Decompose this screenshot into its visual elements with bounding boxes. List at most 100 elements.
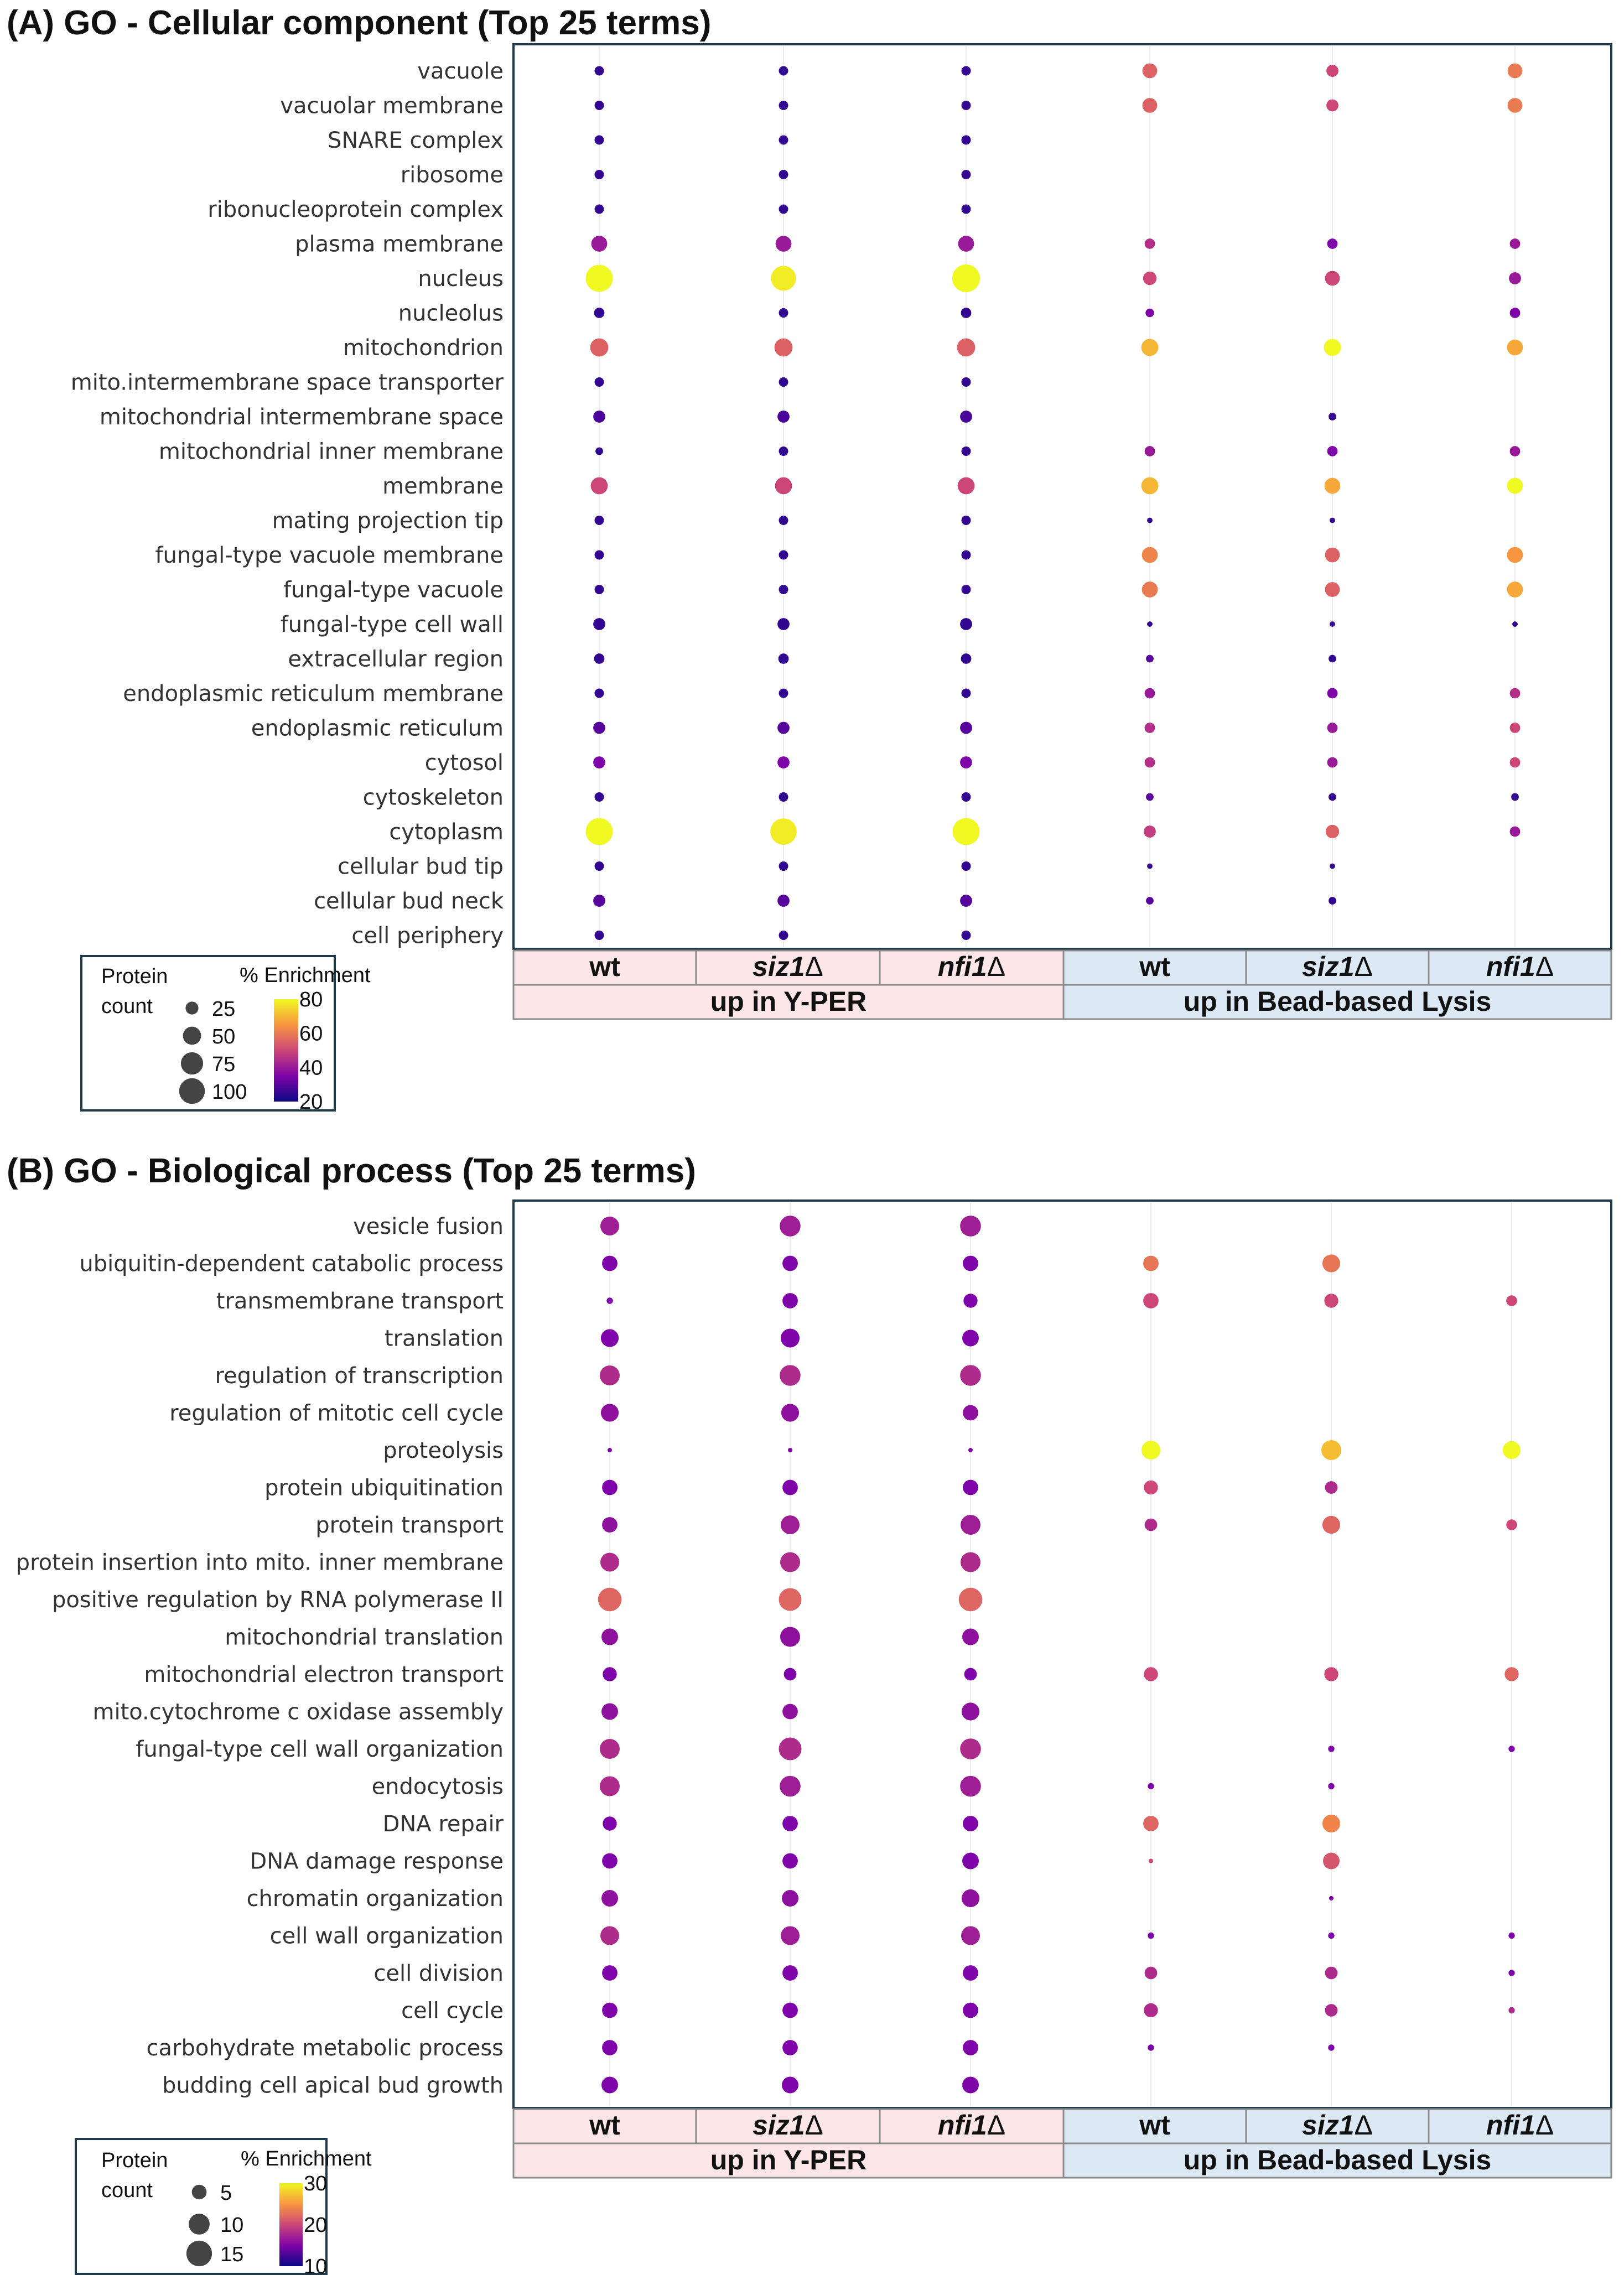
- panel-a-dot: [777, 618, 790, 630]
- panel-b-dot: [601, 1890, 618, 1907]
- panel-b-dot: [782, 1890, 798, 1907]
- panel-a-dot: [1326, 65, 1338, 77]
- panel-a-dot: [779, 204, 788, 214]
- panel-a-col-header-4: wt: [1139, 951, 1170, 982]
- panel-a-dot: [1509, 826, 1521, 837]
- panel-a-dot: [1507, 581, 1523, 598]
- panel-b-dot: [602, 2002, 618, 2018]
- panel-b-dot: [961, 1515, 980, 1535]
- panel-a-dot: [1146, 655, 1154, 663]
- panel-a-dot: [961, 308, 972, 318]
- panel-b-dot: [1506, 1295, 1517, 1306]
- panel-a-dot: [1144, 446, 1155, 456]
- panel-b-legend-colorbar: [279, 2183, 303, 2266]
- panel-a-dot: [779, 931, 788, 940]
- panel-a-dot: [590, 477, 608, 495]
- panel-b-dot: [603, 1816, 617, 1831]
- panel-b-dot: [782, 1479, 798, 1495]
- panel-a-term-label: mito.intermembrane space transporter: [71, 370, 504, 396]
- panel-b-legend-color-tick: 30: [304, 2172, 327, 2195]
- panel-b-dot: [1508, 1932, 1515, 1939]
- panel-a-term-label: plasma membrane: [295, 232, 504, 257]
- panel-b-dot: [962, 1628, 979, 1645]
- panel-a-dot: [1142, 547, 1158, 563]
- panel-b-legend-color-tick: 10: [304, 2255, 327, 2278]
- panel-b-dot: [1329, 1896, 1334, 1900]
- panel-b-term-label: fungal-type cell wall organization: [136, 1737, 504, 1762]
- panel-b-dot: [779, 1588, 802, 1611]
- panel-a-dot: [594, 66, 604, 76]
- panel-a-legend-size-label: 25: [212, 998, 235, 1021]
- panel-a-dot: [1509, 446, 1521, 456]
- panel-a-legend-color-tick: 20: [299, 1090, 323, 1114]
- panel-a-dot: [593, 618, 605, 630]
- panel-a-dot: [778, 653, 789, 664]
- panel-a-dot: [1511, 793, 1519, 801]
- panel-a-term-label: fungal-type vacuole membrane: [155, 543, 504, 568]
- panel-b-dot: [779, 1737, 802, 1761]
- panel-b-dot: [600, 1365, 620, 1385]
- panel-b-term-label: cell division: [373, 1961, 504, 1986]
- panel-a-dot: [960, 411, 972, 423]
- panel-a-dot: [593, 721, 605, 734]
- panel-a-legend-size-dot: [183, 1026, 201, 1045]
- panel-b-term-label: cell wall organization: [270, 1924, 504, 1949]
- panel-a-dot: [594, 550, 604, 560]
- panel-b-dot: [780, 1775, 801, 1797]
- panel-a-dot: [1330, 863, 1335, 869]
- panel-a-dot: [1329, 793, 1336, 801]
- panel-b-dot: [1144, 1966, 1158, 1980]
- panel-b-dot: [1504, 1667, 1519, 1681]
- panel-b-dot: [780, 1627, 800, 1647]
- panel-b-dot: [782, 1704, 798, 1720]
- panel-a-dot: [594, 585, 604, 594]
- panel-b-dot: [958, 1587, 983, 1612]
- panel-a-dot: [779, 792, 788, 802]
- panel-a-col-header-3: nfi1Δ: [938, 951, 1005, 982]
- panel-a-dot: [775, 477, 792, 495]
- panel-b-dot: [968, 1448, 973, 1452]
- panel-a-term-label: nucleus: [418, 266, 504, 292]
- panel-b-legend-size-dot: [189, 2214, 210, 2235]
- panel-a-dot: [961, 66, 971, 76]
- panel-a-dot: [1142, 98, 1158, 113]
- panel-a-legend-size-dot: [185, 1001, 199, 1015]
- panel-a-dot: [594, 931, 604, 940]
- panel-b-dot: [781, 1328, 800, 1348]
- panel-a-legend-size-title: count: [101, 995, 153, 1018]
- panel-b-dot: [782, 2076, 798, 2094]
- panel-b-dot: [1328, 2044, 1335, 2051]
- panel-b-dot: [963, 1294, 978, 1308]
- panel-a-dot: [957, 338, 976, 357]
- panel-b-title: (B) GO - Biological process (Top 25 term…: [7, 1152, 696, 1190]
- panel-a-dot: [1325, 271, 1340, 286]
- panel-b-legend-color-tick: 20: [304, 2214, 327, 2237]
- panel-b-term-label: carbohydrate metabolic process: [147, 2035, 504, 2061]
- panel-a-dot: [960, 721, 972, 734]
- panel-a-term-label: mating projection tip: [272, 508, 504, 534]
- panel-b-term-label: DNA repair: [383, 1811, 504, 1837]
- panel-b-dot: [962, 1330, 979, 1347]
- panel-b-dot: [782, 2002, 798, 2018]
- panel-b-dot: [606, 1297, 613, 1304]
- panel-a-dot: [594, 170, 604, 179]
- panel-b-term-label: protein transport: [315, 1513, 504, 1538]
- panel-a-term-label: extracellular region: [288, 647, 504, 672]
- panel-a-dot: [1146, 897, 1154, 905]
- panel-a-dot: [961, 204, 971, 214]
- panel-b-dot: [963, 2040, 978, 2055]
- panel-b-term-label: positive regulation by RNA polymerase II: [52, 1587, 504, 1613]
- panel-a-dot: [595, 447, 603, 455]
- panel-b-dot: [1506, 1519, 1517, 1530]
- panel-a-term-label: cellular bud neck: [314, 889, 504, 914]
- panel-b-legend-size-title: count: [101, 2179, 153, 2202]
- panel-a-col-header-2: siz1Δ: [753, 951, 823, 982]
- panel-b-dot: [601, 1628, 618, 1645]
- panel-a-dot: [1507, 98, 1523, 113]
- panel-b-dot: [1328, 1783, 1335, 1790]
- panel-a-term-label: cell periphery: [351, 923, 504, 949]
- panel-b-dot: [781, 1926, 800, 1945]
- panel-a-dot: [594, 653, 605, 664]
- panel-a-dot: [1324, 339, 1341, 356]
- panel-a-dot: [961, 861, 971, 871]
